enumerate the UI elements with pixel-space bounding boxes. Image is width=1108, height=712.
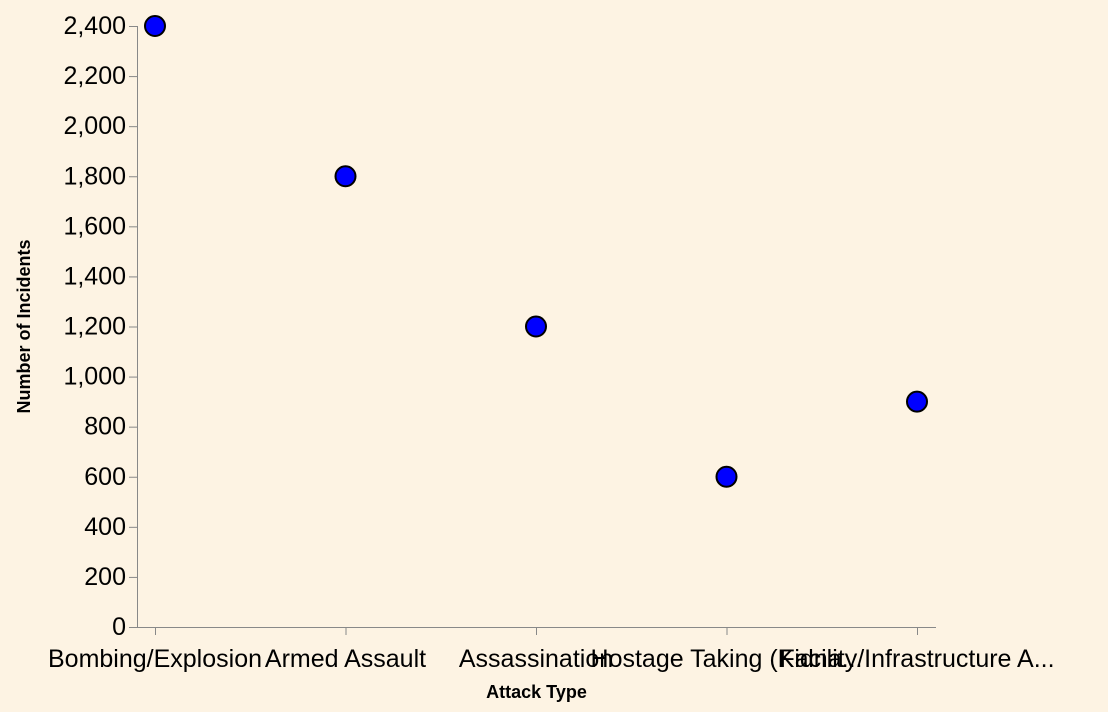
y-tick-label: 1,000	[63, 363, 126, 391]
x-axis: Bombing/Explosion Armed Assault Assassinat…	[48, 627, 1055, 673]
y-tick-label: 0	[112, 613, 126, 641]
y-tick-label: 1,600	[63, 212, 126, 240]
x-tick-label: Hostage Taking (Kidna...	[591, 645, 863, 673]
y-axis-title: Number of Incidents	[14, 239, 34, 413]
data-points	[144, 15, 928, 488]
y-axis: 0 200 400 600 800 1,000 1,200 1,400 1,600 1,800 2,…	[63, 12, 138, 641]
x-tick-label: Assassination	[459, 645, 613, 673]
y-tick-label: 1,400	[63, 262, 126, 290]
y-tick-label: 2,200	[63, 62, 126, 90]
y-tick-label: 2,400	[63, 12, 126, 40]
y-tick-label: 600	[84, 463, 126, 491]
y-tick-label: 1,800	[63, 162, 126, 190]
x-tick-label: Bombing/Explosion	[48, 645, 262, 673]
y-tick-label: 2,000	[63, 112, 126, 140]
data-point[interactable]	[906, 390, 928, 413]
data-point[interactable]	[144, 15, 166, 37]
data-point[interactable]	[334, 165, 357, 188]
x-tick-label: Facility/Infrastructure A...	[779, 645, 1054, 673]
y-tick-label: 200	[84, 563, 126, 591]
y-tick-label: 400	[84, 513, 126, 541]
data-point[interactable]	[525, 315, 547, 338]
x-tick-label: Armed Assault	[265, 645, 426, 673]
y-tick-label: 800	[84, 413, 126, 441]
x-axis-title: Attack Type	[486, 682, 587, 702]
y-tick-label: 1,200	[63, 313, 126, 341]
data-point[interactable]	[715, 465, 738, 488]
